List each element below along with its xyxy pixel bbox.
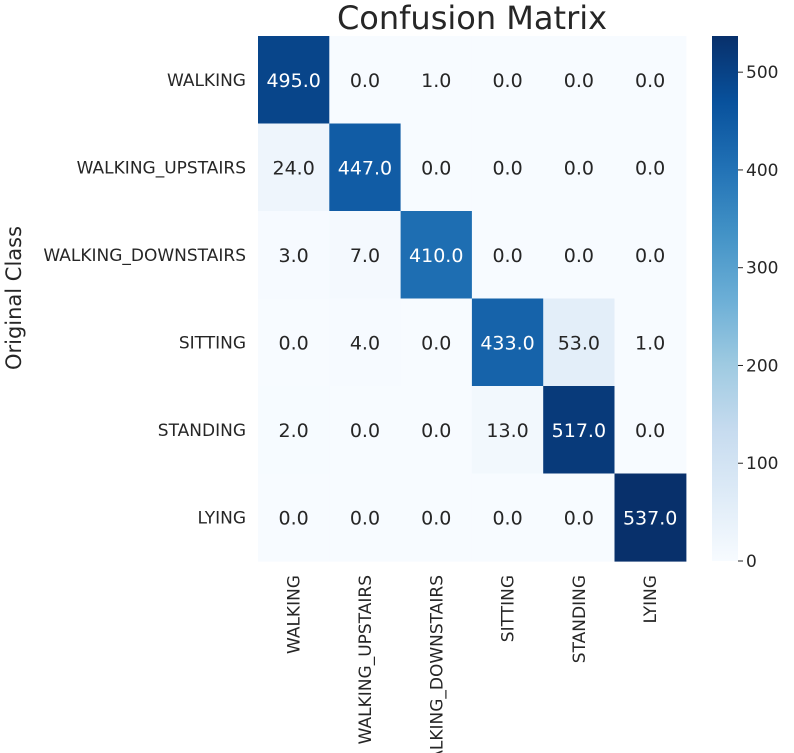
heatmap-cell	[543, 298, 616, 387]
heatmap-cell	[329, 211, 402, 300]
cell-value-label: 3.0	[279, 245, 309, 267]
cell-value-label: 495.0	[266, 70, 320, 92]
cell-value-label: 0.0	[564, 157, 594, 179]
cell-value-label: 0.0	[279, 332, 309, 354]
cell-value-label: 410.0	[409, 245, 463, 267]
y-tick-label: STANDING	[158, 421, 246, 441]
heatmap-cell	[258, 298, 330, 387]
heatmap-cell	[471, 386, 544, 475]
cell-value-label: 0.0	[350, 420, 380, 442]
cell-value-label: 7.0	[350, 245, 380, 267]
colorbar-tick-label: 400	[746, 161, 778, 181]
heatmap-cell	[543, 211, 616, 300]
cell-value-label: 0.0	[492, 245, 522, 267]
y-tick-label: WALKING_UPSTAIRS	[77, 158, 246, 178]
y-tick-label: WALKING	[167, 71, 246, 91]
cell-value-label: 0.0	[421, 420, 451, 442]
heatmap-cell	[329, 386, 402, 475]
cell-value-label: 24.0	[272, 157, 314, 179]
colorbar-tick-label: 500	[746, 63, 778, 83]
cell-value-label: 1.0	[635, 332, 665, 354]
y-axis-label: Original Class	[2, 226, 26, 370]
colorbar	[712, 36, 738, 561]
heatmap-cell	[543, 473, 616, 562]
cell-value-label: 0.0	[635, 245, 665, 267]
cell-value-label: 0.0	[421, 507, 451, 529]
heatmap-cell	[329, 36, 402, 125]
x-tick-label: SITTING	[499, 575, 519, 642]
cell-value-label: 0.0	[350, 507, 380, 529]
cell-value-label: 0.0	[635, 70, 665, 92]
heatmap-cell	[329, 298, 402, 387]
heatmap-cell	[471, 298, 544, 387]
heatmap-cell	[258, 211, 330, 300]
cell-value-label: 537.0	[623, 507, 677, 529]
y-tick-label: WALKING_DOWNSTAIRS	[43, 246, 246, 266]
cell-value-label: 517.0	[552, 420, 606, 442]
cell-value-label: 0.0	[350, 70, 380, 92]
y-tick-label: LYING	[197, 508, 246, 528]
x-tick-labels: WALKING WALKING_UPSTAIRS WALKING_DOWNSTAIR…	[285, 575, 662, 753]
heatmap-cell	[400, 298, 473, 387]
colorbar-tick-label: 100	[746, 454, 778, 474]
heatmap-cell	[471, 473, 544, 562]
cell-value-label: 2.0	[279, 420, 309, 442]
x-tick-label: WALKING	[285, 575, 305, 654]
cell-value-label: 0.0	[421, 332, 451, 354]
heatmap-cell	[258, 473, 330, 562]
x-tick-label: STANDING	[570, 575, 590, 663]
heatmap-cell	[400, 386, 473, 475]
cell-value-label: 0.0	[635, 157, 665, 179]
cell-value-label: 4.0	[350, 332, 380, 354]
cell-value-label: 0.0	[564, 507, 594, 529]
cell-value-label: 1.0	[421, 70, 451, 92]
heatmap-cell	[543, 36, 616, 125]
heatmap-cell	[471, 211, 544, 300]
cell-value-label: 0.0	[421, 157, 451, 179]
heatmap-cell	[614, 473, 687, 562]
colorbar-ticks: 0 100 200 300 400 500	[738, 63, 778, 572]
heatmap-cell	[400, 36, 473, 125]
heatmap-cell	[614, 211, 687, 300]
colorbar-tick-label: 200	[746, 356, 778, 376]
heatmap-cells: 495.0 0.0 1.0 0.0 0.0 0.0 24.0 447.0 0.0 0.0 0.0 0.…	[258, 36, 687, 562]
chart-title: Confusion Matrix	[337, 0, 607, 37]
cell-value-label: 0.0	[492, 507, 522, 529]
y-tick-labels: WALKING WALKING_UPSTAIRS WALKING_DOWNSTAIR…	[43, 71, 246, 529]
heatmap-cell	[329, 473, 402, 562]
x-tick-label: WALKING_UPSTAIRS	[356, 575, 376, 744]
cell-value-label: 53.0	[558, 332, 600, 354]
colorbar-tick-label: 0	[746, 552, 757, 572]
heatmap-cell	[614, 298, 687, 387]
heatmap-cell	[258, 123, 330, 212]
cell-value-label: 0.0	[279, 507, 309, 529]
heatmap-cell	[543, 123, 616, 212]
heatmap-cell	[543, 386, 616, 475]
heatmap-cell	[614, 386, 687, 475]
cell-value-label: 0.0	[492, 70, 522, 92]
heatmap-cell	[471, 123, 544, 212]
x-tick-label: LYING	[641, 575, 661, 624]
cell-value-label: 0.0	[564, 245, 594, 267]
y-tick-label: SITTING	[179, 333, 246, 353]
colorbar-tick-label: 300	[746, 259, 778, 279]
cell-value-label: 433.0	[480, 332, 534, 354]
cell-value-label: 0.0	[564, 70, 594, 92]
heatmap-cell	[258, 386, 330, 475]
heatmap-cell	[471, 36, 544, 125]
heatmap-cell	[258, 36, 330, 125]
heatmap-cell	[614, 123, 687, 212]
heatmap-cell	[614, 36, 687, 125]
heatmap-cell	[329, 123, 402, 212]
cell-value-label: 0.0	[492, 157, 522, 179]
x-tick-label: WALKING_DOWNSTAIRS	[427, 575, 447, 753]
heatmap-cell	[400, 211, 473, 300]
heatmap-cell	[400, 123, 473, 212]
heatmap-cell	[400, 473, 473, 562]
cell-value-label: 13.0	[486, 420, 528, 442]
cell-value-label: 0.0	[635, 420, 665, 442]
cell-value-label: 447.0	[338, 157, 392, 179]
